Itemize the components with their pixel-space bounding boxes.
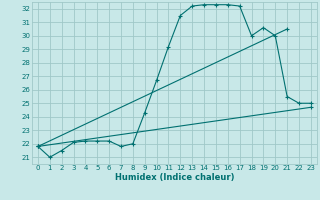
X-axis label: Humidex (Indice chaleur): Humidex (Indice chaleur) bbox=[115, 173, 234, 182]
